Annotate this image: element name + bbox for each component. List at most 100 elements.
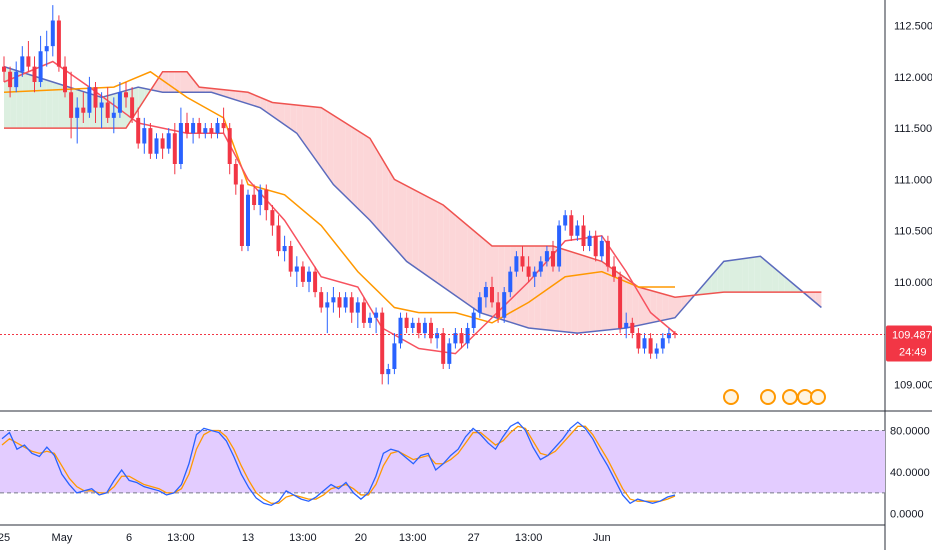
candle-body	[355, 302, 360, 313]
cloud-segment	[455, 215, 462, 300]
candle-body	[294, 266, 299, 272]
candle-body	[130, 97, 135, 118]
stochastic-tick-label: 80.0000	[890, 425, 930, 437]
candle-body	[276, 225, 281, 252]
cloud-segment	[193, 79, 200, 93]
candle-body	[471, 312, 476, 328]
cloud-segment	[382, 158, 389, 241]
us-flag-icon[interactable]	[782, 389, 798, 405]
candle-body	[197, 123, 202, 134]
candle-body	[526, 266, 531, 277]
candle-body	[612, 266, 616, 277]
candle-body	[374, 312, 379, 318]
kijun-sen-line	[3, 70, 675, 324]
cloud-segment	[565, 249, 572, 333]
cloud-segment	[790, 281, 797, 293]
candle-body	[544, 251, 549, 262]
cloud-segment	[174, 71, 181, 93]
candle-body	[453, 333, 458, 344]
stochastic-axis-ticks[interactable]: 80.0000 40.0000 0.0000	[890, 425, 930, 520]
candle-body	[538, 261, 543, 272]
cloud-segment	[760, 256, 767, 293]
candle-body	[386, 369, 391, 375]
cloud-segment	[766, 261, 773, 293]
candle-body	[319, 292, 324, 308]
candle-body	[166, 133, 171, 149]
candle-body	[435, 333, 440, 339]
candle-body	[368, 317, 372, 323]
cloud-segment	[400, 182, 407, 262]
candle-body	[599, 240, 604, 257]
cloud-segment	[211, 88, 218, 95]
cloud-segment	[461, 220, 468, 305]
cloud-segment	[278, 103, 285, 125]
cloud-segment	[52, 82, 59, 129]
cloud-segment	[705, 275, 712, 295]
cloud-segment	[199, 87, 206, 93]
candle-body	[642, 338, 647, 349]
candle-body	[117, 92, 122, 113]
cloud-segment	[290, 104, 297, 134]
candle-body	[203, 128, 208, 134]
cloud-segment	[626, 278, 633, 328]
candle-body	[160, 138, 165, 149]
candle-body	[81, 107, 86, 113]
cloud-segment	[754, 256, 761, 293]
stochastic-lines	[1, 421, 676, 507]
stochastic-tick-label: 0.0000	[890, 509, 924, 521]
candle-body	[459, 333, 464, 344]
time-tick-label: 20	[355, 532, 367, 544]
cloud-segment	[241, 91, 248, 104]
candle-body	[20, 56, 25, 72]
cloud-segment	[577, 253, 584, 334]
candle-body	[32, 66, 37, 82]
candle-body	[563, 215, 568, 226]
us-flag-icon[interactable]	[760, 389, 776, 405]
us-flag-icon[interactable]	[797, 389, 813, 405]
cloud-segment	[656, 292, 663, 322]
candle-body	[508, 271, 513, 293]
last-price-value: 109.487	[892, 329, 932, 341]
candle-body	[532, 271, 537, 277]
cloud-segment	[363, 134, 370, 221]
candle-body	[520, 256, 525, 267]
us-flag-icon[interactable]	[723, 389, 739, 405]
cloud-segment	[388, 169, 395, 248]
cloud-segment	[424, 195, 431, 279]
candle-body	[557, 225, 562, 267]
time-axis-ticks[interactable]: 25 May 6 13:00 13 13:00 20 13:00 27 13:00 Jun	[0, 532, 611, 544]
time-tick-label: 13:00	[515, 532, 543, 544]
event-icons[interactable]	[723, 389, 826, 405]
cloud-segment	[138, 87, 145, 110]
candle-body	[630, 322, 635, 334]
candle-body	[38, 51, 43, 82]
cloud-segment	[772, 266, 779, 293]
candle-body	[648, 338, 653, 354]
cloud-segment	[370, 138, 377, 228]
candle-body	[75, 107, 80, 118]
cloud-segment	[595, 259, 602, 332]
price-tick-label: 110.500	[894, 226, 932, 238]
candle-body	[343, 297, 348, 308]
candle-body	[300, 266, 305, 282]
cloud-segment	[302, 105, 309, 151]
candle-body	[569, 215, 574, 236]
candle-body	[172, 133, 177, 164]
candle-body	[307, 271, 311, 282]
candle-body	[221, 123, 226, 129]
cloud-segment	[809, 292, 816, 303]
candle-body	[496, 302, 501, 318]
cloud-segment	[168, 71, 175, 93]
candle-body	[410, 322, 415, 328]
cloud-segment	[467, 225, 474, 309]
candle-body	[575, 225, 580, 236]
cloud-segment	[443, 205, 450, 292]
cloud-segment	[723, 260, 730, 293]
candle-body	[465, 328, 470, 344]
cloud-segment	[473, 230, 480, 313]
cloud-segment	[351, 126, 358, 209]
candle-body	[624, 322, 629, 328]
cloud-segment	[394, 179, 401, 255]
candle-body	[660, 338, 665, 349]
us-flag-icon[interactable]	[810, 389, 826, 405]
